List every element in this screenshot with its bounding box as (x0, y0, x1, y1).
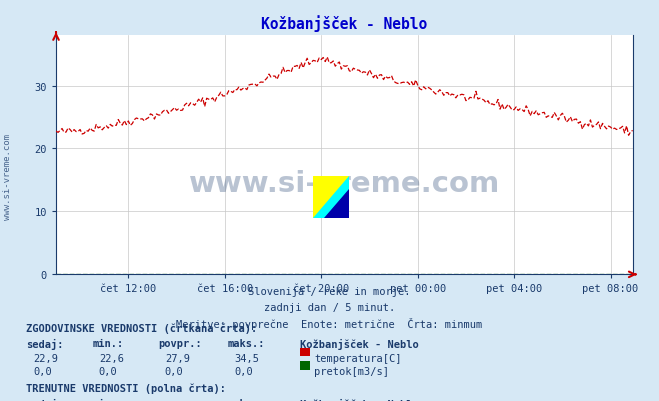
Text: Meritve: povprečne  Enote: metrične  Črta: minmum: Meritve: povprečne Enote: metrične Črta:… (177, 317, 482, 329)
Text: zadnji dan / 5 minut.: zadnji dan / 5 minut. (264, 302, 395, 312)
Text: 22,9: 22,9 (33, 353, 58, 363)
Text: Kožbanjšček - Neblo: Kožbanjšček - Neblo (300, 398, 418, 401)
Text: 27,9: 27,9 (165, 353, 190, 363)
Text: 22,6: 22,6 (99, 353, 124, 363)
Polygon shape (324, 189, 349, 219)
Text: 34,5: 34,5 (234, 353, 259, 363)
Text: min.:: min.: (92, 398, 123, 401)
Text: 0,0: 0,0 (234, 367, 252, 377)
Text: Slovenija / reke in morje.: Slovenija / reke in morje. (248, 287, 411, 297)
Text: min.:: min.: (92, 338, 123, 348)
Text: maks.:: maks.: (227, 338, 265, 348)
Text: 0,0: 0,0 (165, 367, 183, 377)
Text: ZGODOVINSKE VREDNOSTI (črtkana črta):: ZGODOVINSKE VREDNOSTI (črtkana črta): (26, 323, 258, 333)
Text: Kožbanjšček - Neblo: Kožbanjšček - Neblo (300, 338, 418, 349)
Text: 0,0: 0,0 (33, 367, 51, 377)
Text: maks.:: maks.: (227, 398, 265, 401)
Text: pretok[m3/s]: pretok[m3/s] (314, 367, 389, 377)
Text: povpr.:: povpr.: (158, 398, 202, 401)
Text: 0,0: 0,0 (99, 367, 117, 377)
Text: sedaj:: sedaj: (26, 398, 64, 401)
Text: www.si-vreme.com: www.si-vreme.com (3, 134, 13, 219)
Title: Kožbanjšček - Neblo: Kožbanjšček - Neblo (261, 15, 428, 32)
Text: www.si-vreme.com: www.si-vreme.com (188, 170, 500, 198)
Text: TRENUTNE VREDNOSTI (polna črta):: TRENUTNE VREDNOSTI (polna črta): (26, 383, 226, 393)
Text: povpr.:: povpr.: (158, 338, 202, 348)
Text: sedaj:: sedaj: (26, 338, 64, 349)
Polygon shape (313, 176, 349, 219)
Text: temperatura[C]: temperatura[C] (314, 353, 402, 363)
